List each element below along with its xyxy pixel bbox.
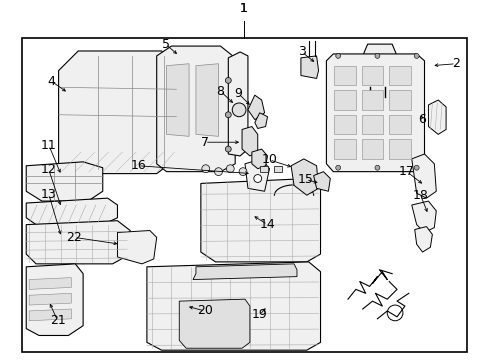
Bar [388,66,410,85]
Bar [388,90,410,110]
Bar [388,139,410,159]
Polygon shape [166,64,189,136]
Polygon shape [326,54,424,172]
Bar [334,139,355,159]
Bar [361,66,383,85]
Text: 14: 14 [259,218,275,231]
Polygon shape [26,198,117,225]
Bar [259,166,267,172]
Text: 21: 21 [50,314,65,327]
Polygon shape [193,264,296,280]
Text: 8: 8 [216,85,224,98]
Text: 7: 7 [201,136,208,149]
Polygon shape [29,309,71,321]
Circle shape [225,77,231,84]
Text: 5: 5 [161,37,169,51]
Text: 2: 2 [451,57,459,70]
Polygon shape [117,230,156,264]
Text: 19: 19 [251,309,267,321]
Polygon shape [247,95,264,120]
Polygon shape [290,159,318,195]
Polygon shape [228,52,247,156]
Circle shape [335,165,340,170]
Polygon shape [414,226,431,252]
Circle shape [335,53,340,58]
Text: 20: 20 [197,305,212,318]
Circle shape [232,103,245,117]
Text: 13: 13 [41,188,57,201]
Polygon shape [251,149,267,169]
Bar [22,38,466,352]
Text: 11: 11 [41,139,57,152]
Circle shape [413,165,418,170]
Text: 4: 4 [48,75,56,88]
Polygon shape [254,113,267,129]
Text: 12: 12 [41,163,57,176]
Polygon shape [196,64,218,136]
Polygon shape [201,179,320,262]
Bar [361,90,383,110]
Polygon shape [411,154,435,198]
Text: 18: 18 [412,189,427,202]
Text: 15: 15 [297,173,313,186]
Polygon shape [156,46,235,172]
Polygon shape [29,293,71,305]
Polygon shape [26,264,83,336]
Polygon shape [244,159,269,191]
Text: 3: 3 [297,45,305,58]
Text: 1: 1 [240,2,247,15]
Circle shape [413,53,418,58]
Circle shape [374,53,379,58]
Text: 9: 9 [234,87,242,100]
Circle shape [225,112,231,118]
Polygon shape [427,100,445,134]
Bar [388,115,410,134]
Polygon shape [26,221,130,264]
Bar [334,90,355,110]
Text: 6: 6 [417,113,425,126]
Circle shape [214,168,222,176]
Circle shape [225,146,231,152]
Polygon shape [146,262,320,350]
Polygon shape [300,56,318,78]
Circle shape [202,165,209,173]
Polygon shape [179,299,249,348]
Polygon shape [26,162,102,201]
Text: 1: 1 [240,2,247,15]
Circle shape [253,175,261,183]
Bar [361,115,383,134]
Text: 10: 10 [261,153,277,166]
Polygon shape [242,126,257,156]
Polygon shape [59,51,176,174]
Text: 16: 16 [130,159,145,172]
Circle shape [226,165,234,173]
Bar [274,166,282,172]
Bar [334,115,355,134]
Polygon shape [362,44,396,87]
Text: 22: 22 [66,231,82,244]
Circle shape [374,165,379,170]
Circle shape [239,168,246,176]
Polygon shape [29,278,71,289]
Bar [361,139,383,159]
Polygon shape [411,201,435,233]
Polygon shape [313,172,330,191]
Text: 17: 17 [398,165,414,178]
Bar [334,66,355,85]
